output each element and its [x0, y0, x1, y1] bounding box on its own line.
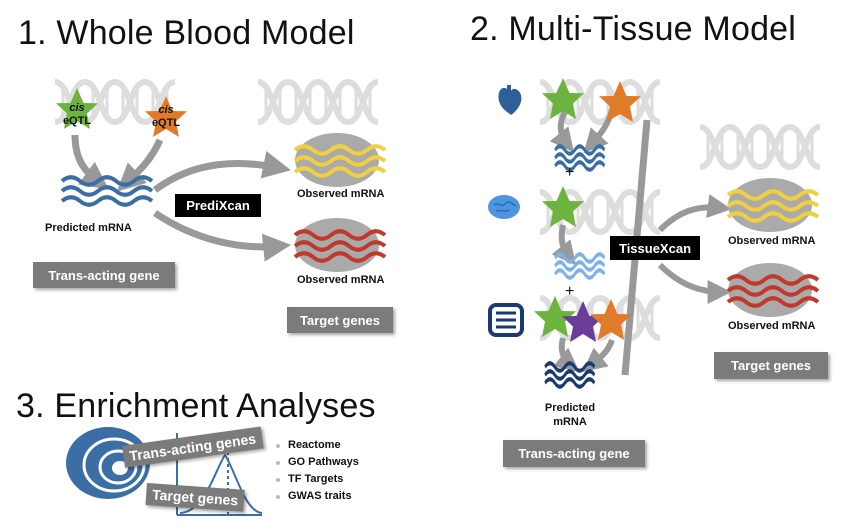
plus-sign: +	[565, 164, 575, 181]
observed-mrna-label: Observed mRNA	[297, 188, 385, 200]
wave	[553, 252, 607, 280]
heart-icon	[498, 85, 522, 115]
list-item: Reactome	[276, 437, 359, 454]
enrichment-list: Reactome GO Pathways TF Targets GWAS tra…	[276, 437, 359, 505]
predicted-mrna-label: mRNA	[553, 416, 587, 428]
wave	[553, 144, 607, 172]
dna-icon	[700, 127, 820, 167]
star-label: cis	[69, 102, 85, 114]
observed-mrna-label: Observed mRNA	[728, 320, 816, 332]
predixcan-label: PrediXcan	[175, 194, 261, 217]
observed-mrna-label: Observed mRNA	[728, 235, 816, 247]
trans-acting-gene-box: Trans-acting gene	[33, 262, 175, 288]
list-item: TF Targets	[276, 471, 359, 488]
observed-mrna-label: Observed mRNA	[297, 274, 385, 286]
brain-icon	[488, 195, 520, 219]
star-label: eQTL	[151, 117, 181, 129]
arrow	[549, 109, 732, 372]
star-label: cis	[158, 104, 174, 116]
list-item: GO Pathways	[276, 454, 359, 471]
trans-acting-gene-box: Trans-acting gene	[503, 440, 645, 467]
tissuexcan-label: TissueXcan	[610, 236, 700, 260]
plus-sign: +	[565, 283, 575, 300]
target-genes-box: Target genes	[287, 307, 393, 333]
star-label: eQTL	[62, 115, 92, 127]
predicted-mrna-label: Predicted mRNA	[45, 222, 132, 234]
page-title: 3. Enrichment Analyses	[16, 387, 376, 425]
target-genes-box: Target genes	[714, 352, 828, 379]
dna-icon	[258, 82, 378, 122]
intestine-icon	[488, 303, 524, 337]
page-title: 2. Multi-Tissue Model	[470, 10, 797, 48]
list-item: GWAS traits	[276, 488, 359, 505]
predicted-mrna-label: Predicted	[544, 402, 596, 414]
wave	[60, 175, 154, 207]
page-title: 1. Whole Blood Model	[18, 14, 355, 52]
